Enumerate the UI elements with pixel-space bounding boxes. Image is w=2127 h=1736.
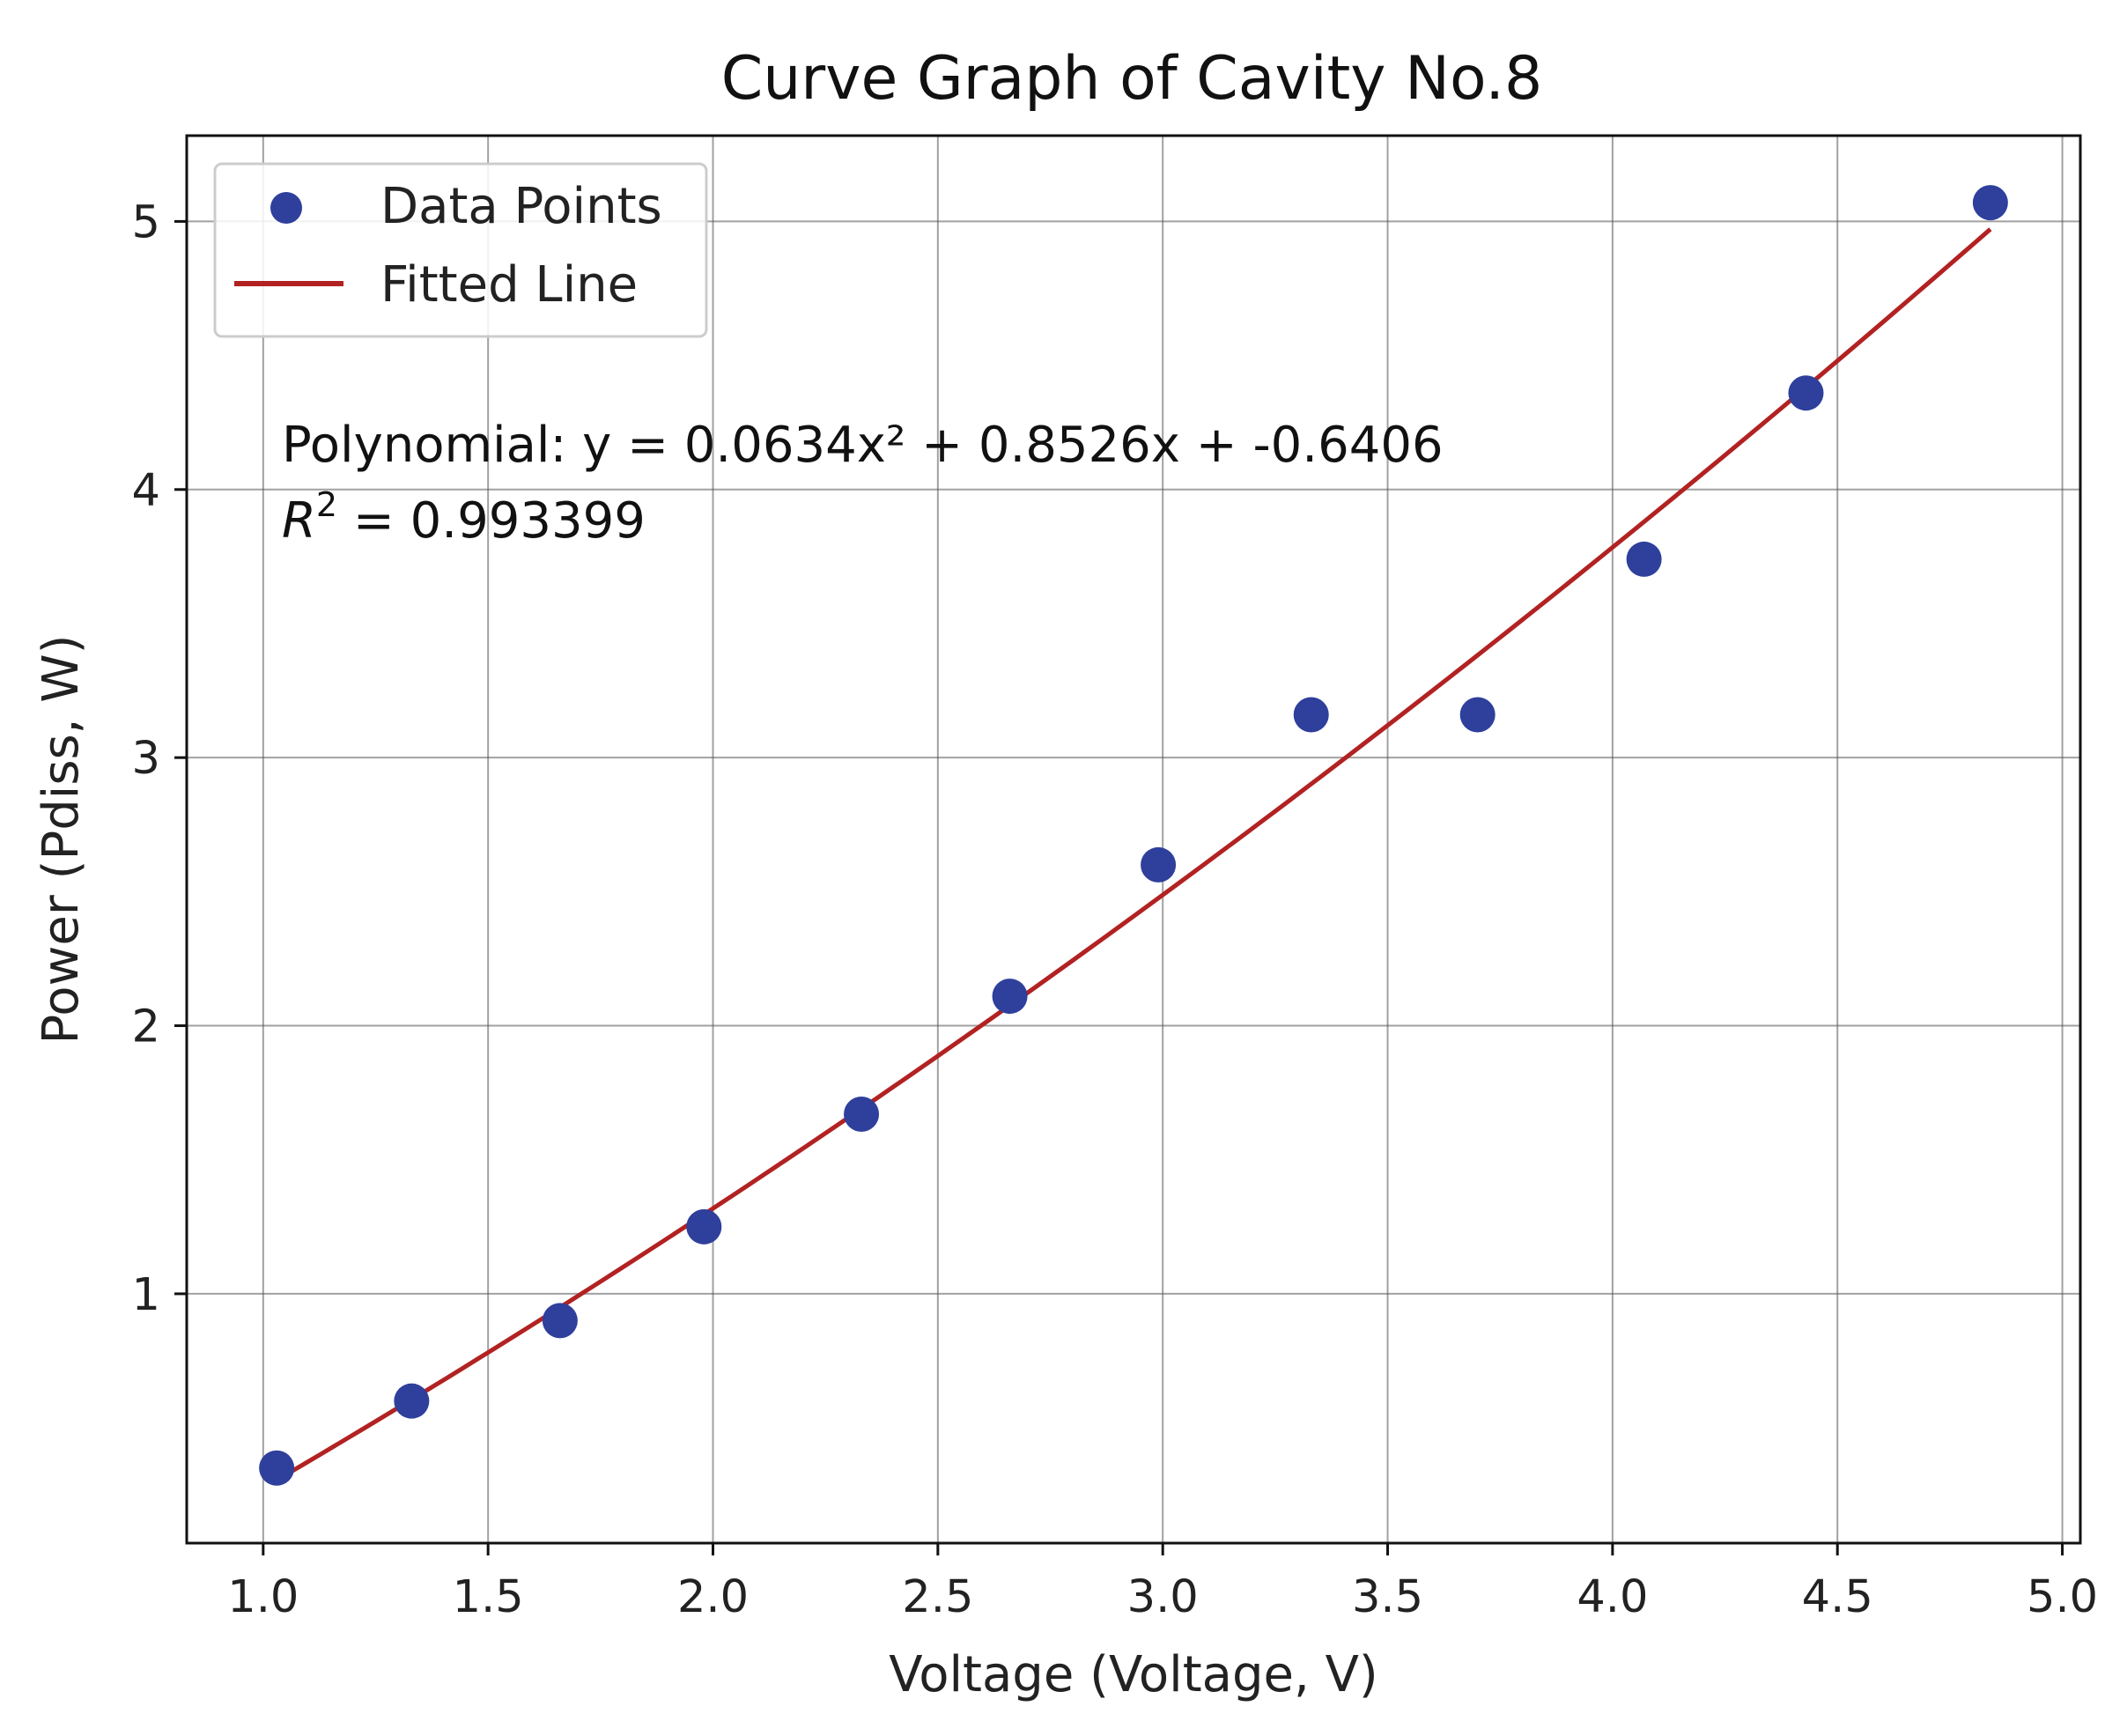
r-squared-symbol: R — [282, 492, 316, 550]
data-point — [992, 979, 1028, 1015]
data-point — [1293, 697, 1329, 733]
x-tick-label: 3.5 — [1352, 1571, 1423, 1623]
legend-label-data-points: Data Points — [380, 178, 662, 235]
equation-annotation: Polynomial: y = 0.0634x² + 0.8526x + -0.… — [282, 417, 1444, 474]
data-point — [1972, 185, 2008, 221]
x-tick-label: 1.0 — [227, 1571, 299, 1623]
data-point — [1459, 697, 1496, 733]
x-tick-label: 4.0 — [1577, 1571, 1648, 1623]
r-squared-exponent: 2 — [316, 485, 337, 524]
y-tick-label: 2 — [132, 1001, 160, 1053]
points-layer — [259, 185, 2008, 1486]
legend-label-fitted-line: Fitted Line — [380, 256, 638, 314]
plot-frame — [185, 134, 2082, 1545]
x-tick-label: 4.5 — [1802, 1571, 1873, 1623]
legend-box — [213, 162, 708, 338]
data-point — [686, 1208, 722, 1245]
x-tick-label: 2.5 — [902, 1571, 973, 1623]
r-squared-value: = 0.993399 — [337, 492, 646, 550]
legend: Data Points Fitted Line — [213, 162, 708, 338]
data-point — [844, 1096, 880, 1132]
data-point — [394, 1383, 430, 1419]
legend-marker-data-points — [270, 192, 302, 224]
x-tick-label: 5.0 — [2027, 1571, 2098, 1623]
data-point — [1141, 846, 1177, 883]
data-point — [542, 1303, 578, 1339]
x-tick-label: 2.0 — [677, 1571, 749, 1623]
x-ticks-layer: 1.0 1.5 2.0 2.5 3.0 3.5 4.0 4.5 5.0 — [227, 1543, 2098, 1623]
y-ticks-layer: 1 2 3 4 5 — [132, 196, 187, 1321]
x-axis-label: Voltage (Voltage, V) — [889, 1646, 1378, 1703]
chart-title: Curve Graph of Cavity No.8 — [721, 44, 1543, 114]
data-point — [1626, 541, 1662, 577]
x-tick-label: 1.5 — [453, 1571, 524, 1623]
y-tick-label: 1 — [132, 1269, 160, 1321]
y-axis-label: Power (Pdiss, W) — [33, 634, 90, 1044]
y-tick-label: 3 — [132, 733, 160, 785]
y-tick-label: 5 — [132, 196, 160, 248]
r-squared-annotation: R2 = 0.993399 — [282, 485, 646, 550]
x-tick-label: 3.0 — [1127, 1571, 1199, 1623]
data-point — [1788, 375, 1824, 411]
grid-layer — [187, 136, 2080, 1543]
y-tick-label: 4 — [132, 465, 160, 517]
data-point — [259, 1450, 295, 1486]
